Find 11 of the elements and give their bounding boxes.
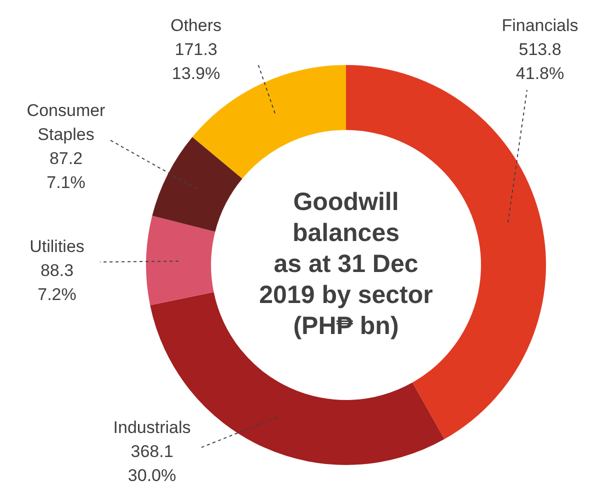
data-label: 368.1 30.0% — [128, 442, 176, 486]
slice-label: Industrials — [113, 418, 191, 438]
slice-label: Others — [170, 16, 222, 36]
slice-label: Consumer Staples — [26, 101, 106, 144]
data-label: 88.3 7.2% — [38, 261, 76, 304]
data-label: 87.2 7.1% — [46, 149, 86, 192]
slice-label: Utilities — [30, 237, 84, 256]
slice-label: Financials — [502, 16, 578, 36]
text: Goodwill balances as at 31 Dec 2019 by sector (PH₱ bn) — [259, 188, 434, 340]
data-label: 171.3 13.9% — [172, 40, 220, 84]
data-label: 513.8 41.8% — [516, 40, 564, 84]
